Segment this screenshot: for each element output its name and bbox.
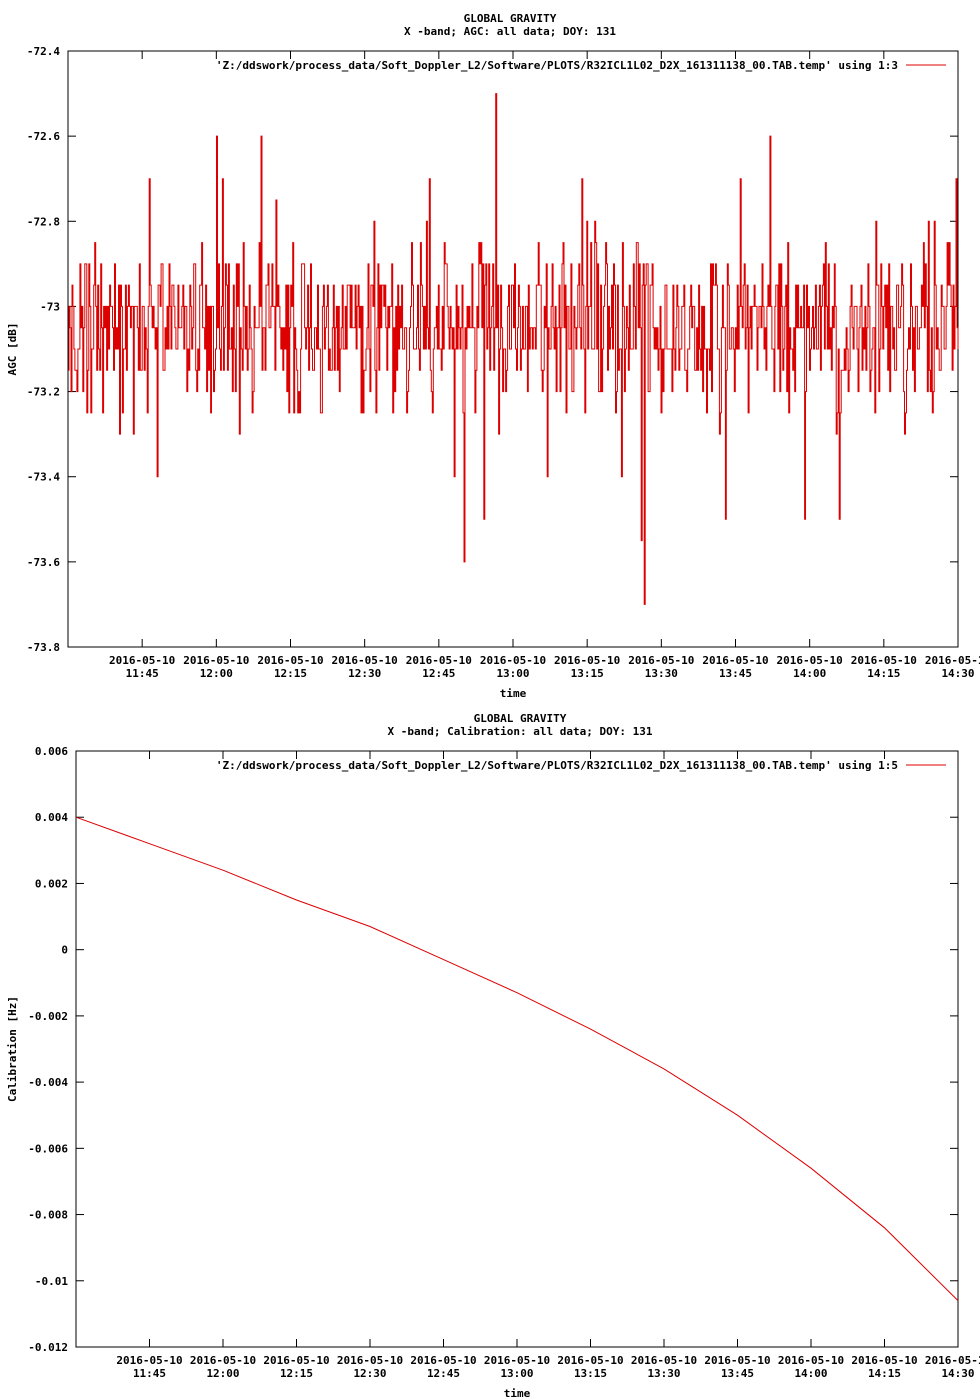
x-tick-date-label: 2016-05-10: [337, 1354, 403, 1367]
calibration-x-axis-label: time: [504, 1387, 531, 1400]
x-tick-date-label: 2016-05-10: [777, 654, 843, 667]
y-tick-label: -73: [40, 300, 60, 313]
calibration-chart: GLOBAL GRAVITY X -band; Calibration: all…: [6, 712, 980, 1400]
x-tick-date-label: 2016-05-10: [631, 1354, 697, 1367]
x-tick-date-label: 2016-05-10: [925, 654, 980, 667]
x-tick-time-label: 13:30: [647, 1367, 680, 1380]
x-tick-time-label: 12:30: [353, 1367, 386, 1380]
x-tick-date-label: 2016-05-10: [557, 1354, 623, 1367]
y-tick-label: -0.006: [28, 1142, 68, 1155]
agc-x-axis-label: time: [500, 687, 527, 700]
x-tick-date-label: 2016-05-10: [704, 1354, 770, 1367]
x-tick-time-label: 12:30: [348, 667, 381, 680]
agc-series-line: [68, 93, 959, 605]
x-tick-time-label: 12:00: [200, 667, 233, 680]
calibration-plot-frame: [75, 750, 959, 1348]
x-tick-time-label: 12:45: [427, 1367, 460, 1380]
calibration-series-group: [75, 816, 959, 1301]
x-tick-date-label: 2016-05-10: [332, 654, 398, 667]
x-tick-date-label: 2016-05-10: [263, 1354, 329, 1367]
y-tick-label: -73.2: [27, 386, 60, 399]
x-tick-date-label: 2016-05-10: [484, 1354, 550, 1367]
x-tick-date-label: 2016-05-10: [109, 654, 175, 667]
x-tick-time-label: 13:30: [645, 667, 678, 680]
y-tick-label: 0.002: [35, 877, 68, 890]
x-tick-date-label: 2016-05-10: [410, 1354, 476, 1367]
calibration-y-axis: -0.012 -0.01 -0.008 -0.006 -0.004 -0.002 0 0.00…: [28, 745, 958, 1354]
x-tick-time-label: 11:45: [126, 667, 159, 680]
calibration-x-axis: 2016-05-1011:452016-05-1012:002016-05-10…: [116, 751, 980, 1380]
y-tick-label: -73.8: [27, 641, 60, 654]
x-tick-time-label: 13:45: [719, 667, 752, 680]
x-tick-time-label: 14:30: [941, 1367, 974, 1380]
x-tick-time-label: 12:00: [206, 1367, 239, 1380]
x-tick-date-label: 2016-05-10: [554, 654, 620, 667]
x-tick-date-label: 2016-05-10: [925, 1354, 980, 1367]
y-tick-label: 0: [61, 944, 68, 957]
x-tick-time-label: 12:45: [422, 667, 455, 680]
x-tick-date-label: 2016-05-10: [851, 1354, 917, 1367]
agc-legend: 'Z:/ddswork/process_data/Soft_Doppler_L2…: [216, 59, 946, 72]
calibration-legend: 'Z:/ddswork/process_data/Soft_Doppler_L2…: [216, 759, 946, 772]
x-tick-time-label: 13:15: [574, 1367, 607, 1380]
x-tick-time-label: 14:15: [867, 667, 900, 680]
x-tick-time-label: 12:15: [280, 1367, 313, 1380]
x-tick-time-label: 12:15: [274, 667, 307, 680]
x-tick-date-label: 2016-05-10: [702, 654, 768, 667]
x-tick-date-label: 2016-05-10: [257, 654, 323, 667]
calibration-legend-label: 'Z:/ddswork/process_data/Soft_Doppler_L2…: [216, 759, 898, 772]
y-tick-label: -0.002: [28, 1010, 68, 1023]
calibration-y-axis-label: Calibration [Hz]: [6, 996, 19, 1102]
x-tick-date-label: 2016-05-10: [116, 1354, 182, 1367]
agc-legend-label: 'Z:/ddswork/process_data/Soft_Doppler_L2…: [216, 59, 898, 72]
x-tick-date-label: 2016-05-10: [778, 1354, 844, 1367]
calibration-chart-subtitle: X -band; Calibration: all data; DOY: 131: [388, 725, 653, 738]
x-tick-date-label: 2016-05-10: [480, 654, 546, 667]
x-tick-time-label: 13:00: [496, 667, 529, 680]
y-tick-label: -73.6: [27, 556, 60, 569]
x-tick-time-label: 14:00: [794, 1367, 827, 1380]
y-tick-label: -73.4: [27, 471, 60, 484]
x-tick-date-label: 2016-05-10: [851, 654, 917, 667]
y-tick-label: -0.004: [28, 1076, 68, 1089]
y-tick-label: -72.4: [27, 45, 60, 58]
y-tick-label: 0.006: [35, 745, 68, 758]
y-tick-label: -72.6: [27, 130, 60, 143]
x-tick-time-label: 14:30: [941, 667, 974, 680]
x-tick-date-label: 2016-05-10: [628, 654, 694, 667]
agc-y-axis-label: AGC [dB]: [6, 323, 19, 376]
y-tick-label: -0.012: [28, 1341, 68, 1354]
y-tick-label: -72.8: [27, 215, 60, 228]
x-tick-time-label: 13:15: [571, 667, 604, 680]
x-tick-time-label: 13:45: [721, 1367, 754, 1380]
agc-chart-title: GLOBAL GRAVITY: [464, 12, 557, 25]
y-tick-label: -0.008: [28, 1209, 68, 1222]
agc-chart: GLOBAL GRAVITY X -band; AGC: all data; D…: [6, 12, 980, 700]
x-tick-time-label: 14:15: [868, 1367, 901, 1380]
x-tick-date-label: 2016-05-10: [183, 654, 249, 667]
agc-x-axis: 2016-05-1011:452016-05-1012:002016-05-10…: [109, 51, 980, 680]
agc-y-axis: -73.8 -73.6 -73.4 -73.2 -73 -72.8 -72.6 -72.4: [27, 45, 958, 654]
x-tick-date-label: 2016-05-10: [190, 1354, 256, 1367]
y-tick-label: 0.004: [35, 811, 68, 824]
calibration-series-line: [75, 816, 959, 1301]
calibration-chart-title: GLOBAL GRAVITY: [474, 712, 567, 725]
x-tick-date-label: 2016-05-10: [406, 654, 472, 667]
y-tick-label: -0.01: [35, 1275, 68, 1288]
agc-chart-subtitle: X -band; AGC: all data; DOY: 131: [404, 25, 616, 38]
agc-series-group: [68, 93, 959, 605]
x-tick-time-label: 14:00: [793, 667, 826, 680]
x-tick-time-label: 11:45: [133, 1367, 166, 1380]
x-tick-time-label: 13:00: [500, 1367, 533, 1380]
